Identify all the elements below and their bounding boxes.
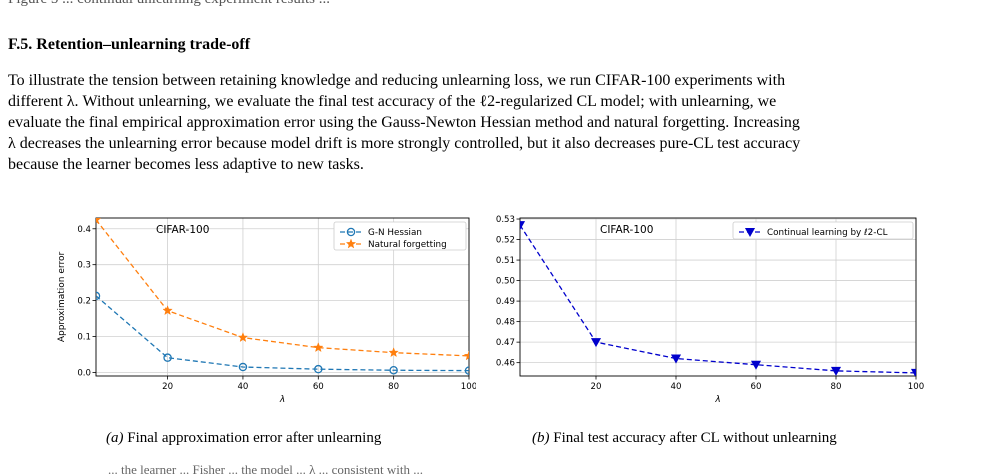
paragraph-line: To illustrate the tension between retain…	[8, 72, 786, 89]
legend-box	[333, 221, 467, 251]
legend-label: Natural forgetting	[368, 240, 447, 250]
caption-a-text: Final approximation error after unlearni…	[123, 430, 382, 446]
section-heading: F.5. Retention–unlearning trade-off	[8, 36, 251, 53]
approximation-error-chart: 20 40 60 80 100 0.0 0.1 0.2 0.3 0.4 λ Approximation…	[57, 217, 476, 405]
plot-frame	[95, 217, 470, 377]
caption-b-tag: (b)	[532, 430, 550, 446]
figure-a: 20 40 60 80 100 0.0 0.1 0.2 0.3 0.4 λ Approximation…	[8, 208, 476, 416]
y-tick-label: 0.46	[496, 359, 515, 369]
data-point	[463, 350, 469, 361]
caption-b-text: Final test accuracy after CL without unl…	[549, 430, 837, 446]
data-point	[238, 362, 248, 372]
data-point	[590, 338, 602, 348]
caption-a-tag: (a)	[106, 430, 124, 446]
paragraph-line: evaluate the final empirical approximati…	[8, 114, 800, 131]
x-tick-label: 80	[388, 382, 399, 392]
series-group	[96, 218, 469, 375]
bottom-fragment-text: ... the learner ... Fisher ... the model…	[108, 462, 423, 475]
data-point	[163, 353, 172, 362]
y-tick-label: 0.53	[496, 215, 515, 225]
y-tick-label: 0.3	[77, 261, 91, 271]
x-axis-label: λ	[279, 395, 285, 405]
series-line	[96, 219, 469, 357]
x-tick-label: 60	[751, 382, 762, 392]
x-tick-label: 100	[461, 382, 476, 392]
data-point	[313, 342, 324, 353]
paragraph-line: because the learner becomes less adaptiv…	[8, 156, 364, 173]
grid-lines	[520, 218, 917, 376]
x-tick-label: 20	[162, 382, 173, 392]
data-point	[96, 218, 102, 225]
x-axis-label: λ	[714, 395, 720, 405]
series-group	[520, 221, 916, 376]
legend-label: G-N Hessian	[368, 228, 422, 238]
test-accuracy-chart: 20 40 60 80 100 0.46 0.47 0.48 0.49 0.50 0.51 0.52 0…	[490, 215, 924, 405]
paragraph-line: different λ. Without unlearning, we eval…	[8, 93, 777, 110]
body-paragraph: To illustrate the tension between retain…	[8, 70, 976, 175]
paragraph-line: λ decreases the unlearning error because…	[8, 135, 801, 152]
caption-a: (a) Final approximation error after unle…	[106, 430, 381, 447]
legend-marker	[346, 227, 356, 237]
data-point	[237, 332, 249, 343]
y-tick-label: 0.52	[496, 236, 515, 246]
legend: Continual learning by ℓ2-CL	[732, 221, 914, 240]
top-fragment-text: Figure 5 ... continual unlearning experi…	[8, 0, 330, 8]
caption-b: (b) Final test accuracy after CL without…	[532, 430, 837, 447]
y-tick-label: 0.48	[496, 318, 515, 328]
data-point	[910, 368, 916, 376]
data-point	[830, 366, 842, 376]
legend-box	[732, 221, 914, 240]
data-point	[520, 221, 526, 231]
series-line	[520, 224, 916, 374]
y-tick-label: 0.49	[496, 297, 515, 307]
data-point	[389, 366, 398, 375]
x-tick-label: 80	[831, 382, 842, 392]
chart-title: CIFAR-100	[156, 224, 209, 236]
data-point	[750, 360, 762, 370]
y-tick-label: 0.4	[77, 225, 91, 235]
legend: G-N Hessian Natural forgetting	[333, 221, 467, 251]
y-tick-label: 0.0	[77, 368, 91, 378]
figure-b: 20 40 60 80 100 0.46 0.47 0.48 0.49 0.50 0.51 0.52 0…	[490, 208, 940, 416]
bottom-page-fragment: ... the learner ... Fisher ... the model…	[0, 462, 985, 475]
plot-frame	[519, 217, 917, 377]
data-point	[388, 347, 399, 358]
data-point	[464, 366, 469, 375]
y-axis-label: Test accuracy	[490, 266, 491, 329]
legend-marker	[345, 238, 357, 249]
legend-label: Continual learning by ℓ2-CL	[767, 228, 888, 238]
x-tick-label: 60	[313, 382, 324, 392]
x-tick-label: 20	[591, 382, 602, 392]
chart-title: CIFAR-100	[600, 224, 653, 236]
data-point	[670, 354, 682, 364]
data-point	[96, 291, 101, 301]
data-point	[162, 305, 173, 316]
x-tick-label: 40	[237, 382, 248, 392]
y-tick-label: 0.2	[77, 297, 91, 307]
y-tick-label: 0.47	[496, 338, 515, 348]
y-tick-label: 0.50	[496, 277, 515, 287]
legend-marker	[744, 228, 756, 238]
x-tick-label: 40	[671, 382, 682, 392]
series-line	[96, 295, 469, 372]
y-tick-label: 0.51	[496, 256, 515, 266]
x-tick-label: 100	[908, 382, 924, 392]
y-tick-label: 0.1	[77, 333, 91, 343]
top-page-fragment: Figure 5 ... continual unlearning experi…	[0, 0, 985, 10]
data-point	[314, 364, 323, 374]
y-axis-label: Approximation error	[57, 252, 67, 343]
